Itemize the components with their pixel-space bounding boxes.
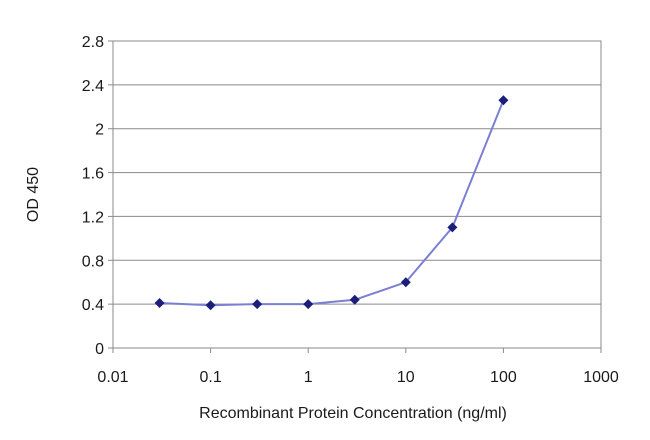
data-point	[349, 294, 360, 305]
y-tick-label: 0.4	[82, 297, 104, 314]
y-tick-label: 1.6	[82, 166, 104, 183]
series-line	[159, 99, 505, 307]
x-tick-label: 1	[304, 369, 313, 386]
x-tick-label: 0.1	[199, 369, 221, 386]
y-tick-label: 2	[95, 122, 104, 139]
y-tick-label: 0	[95, 341, 104, 358]
y-axis-label: OD 450	[25, 167, 42, 222]
data-point	[400, 277, 411, 288]
data-point	[154, 298, 165, 309]
data-point	[447, 222, 458, 233]
x-tick-label: 0.01	[97, 369, 128, 386]
plot-frame	[112, 40, 602, 349]
x-tick-label: 1000	[583, 369, 619, 386]
x-axis-label: Recombinant Protein Concentration (ng/ml…	[199, 405, 507, 422]
y-axis: 0 0.4 0.8 1.2 1.6 2 2.4 2.8	[82, 34, 113, 358]
y-tick-label: 2.4	[82, 78, 104, 95]
data-point	[303, 299, 314, 310]
y-tick-label: 2.8	[82, 34, 104, 51]
y-tick-label: 1.2	[82, 209, 104, 226]
x-tick-label: 100	[490, 369, 517, 386]
data-point	[252, 299, 263, 310]
series	[154, 95, 509, 311]
data-point	[205, 300, 216, 311]
y-tick-label: 0.8	[82, 253, 104, 270]
grid-lines	[113, 40, 601, 305]
x-axis: 0.01 0.1 1 10 100 1000	[97, 348, 619, 386]
x-tick-label: 10	[397, 369, 415, 386]
data-point	[498, 95, 509, 106]
